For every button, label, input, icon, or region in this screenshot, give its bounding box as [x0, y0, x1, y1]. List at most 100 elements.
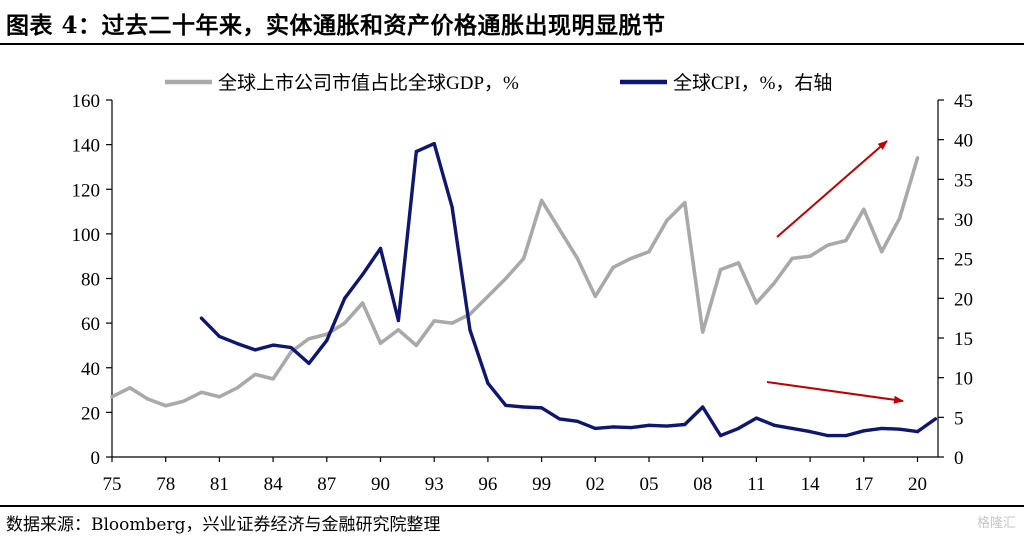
data-point-cpi	[611, 425, 615, 429]
y-left-tick-label: 100	[72, 225, 101, 246]
data-point-market-cap	[271, 377, 275, 381]
x-tick-label: 78	[156, 474, 175, 495]
y-right-tick-label: 45	[954, 91, 973, 112]
y-left-tick-label: 80	[81, 270, 100, 291]
data-point-market-cap	[522, 256, 526, 261]
y-left-tick-label: 120	[72, 180, 101, 201]
series-line-cpi	[199, 141, 938, 438]
data-point-cpi	[898, 427, 902, 431]
x-tick-label: 20	[908, 474, 927, 495]
x-tick-label: 14	[801, 474, 821, 495]
data-point-cpi	[361, 272, 365, 277]
data-point-cpi	[307, 361, 311, 365]
x-tick-label: 02	[586, 474, 605, 495]
data-point-market-cap	[396, 328, 400, 332]
data-point-market-cap	[110, 395, 114, 399]
data-point-market-cap	[164, 404, 168, 408]
x-tick-label: 11	[747, 474, 765, 495]
data-point-market-cap	[199, 390, 204, 394]
data-point-cpi	[253, 348, 257, 352]
x-tick-label: 08	[693, 474, 712, 495]
data-point-cpi	[701, 405, 705, 409]
data-point-cpi	[504, 403, 508, 408]
data-point-cpi	[880, 426, 884, 431]
data-point-market-cap	[898, 216, 902, 220]
data-point-cpi	[736, 426, 741, 431]
data-point-market-cap	[665, 218, 669, 223]
watermark-logo: 格隆汇	[976, 516, 1016, 531]
data-point-market-cap	[915, 156, 920, 160]
data-point-market-cap	[862, 207, 866, 211]
data-point-cpi	[414, 149, 418, 154]
x-tick-label: 17	[854, 474, 873, 495]
y-right-tick-label: 25	[954, 250, 973, 271]
y-right-tick-label: 10	[954, 369, 973, 390]
annotation-arrow-right	[766, 381, 904, 404]
data-point-market-cap	[343, 321, 347, 325]
data-point-market-cap	[790, 256, 794, 261]
data-point-market-cap	[217, 395, 221, 399]
x-tick-label: 81	[210, 474, 229, 495]
data-point-cpi	[557, 417, 562, 421]
data-point-market-cap	[486, 294, 490, 298]
x-tick-label: 99	[532, 474, 551, 495]
series-line-market-cap	[110, 156, 920, 408]
data-point-market-cap	[450, 321, 454, 325]
data-point-cpi	[575, 419, 580, 423]
data-point-market-cap	[880, 250, 884, 254]
y-right-tick-label: 20	[954, 289, 973, 310]
legend-label-market-cap: 全球上市公司市值占比全球GDP，%	[218, 72, 519, 94]
data-point-cpi	[468, 328, 472, 332]
data-point-cpi	[450, 205, 454, 209]
data-point-cpi	[378, 246, 383, 250]
data-point-market-cap	[378, 341, 383, 345]
data-point-cpi	[933, 417, 938, 421]
data-point-cpi	[772, 423, 776, 427]
data-point-cpi	[629, 426, 633, 430]
data-point-cpi	[217, 334, 221, 339]
data-point-cpi	[593, 426, 597, 431]
data-point-market-cap	[647, 250, 651, 254]
data-point-cpi	[862, 429, 866, 433]
data-point-market-cap	[754, 301, 759, 305]
legend: 全球上市公司市值占比全球GDP，% 全球CPI，%，右轴	[165, 72, 832, 94]
data-point-cpi	[540, 406, 544, 410]
data-point-cpi	[343, 296, 347, 300]
data-point-market-cap	[808, 254, 812, 258]
data-point-cpi	[235, 341, 239, 346]
x-tick-label: 96	[478, 474, 497, 495]
data-point-cpi	[486, 381, 490, 385]
data-point-cpi	[647, 423, 651, 427]
data-point-market-cap	[182, 399, 186, 403]
data-point-cpi	[719, 433, 723, 438]
data-point-market-cap	[146, 397, 150, 401]
annotation-arrow-up	[776, 140, 888, 238]
data-point-market-cap	[540, 198, 544, 203]
data-point-cpi	[683, 422, 687, 427]
y-right-tick-label: 35	[954, 170, 973, 191]
data-point-market-cap	[432, 319, 436, 323]
y-right-tick-label: 40	[954, 131, 973, 152]
y-left-tick-label: 20	[81, 403, 100, 424]
y-right-tick-label: 15	[954, 329, 973, 350]
data-point-cpi	[826, 433, 830, 438]
x-tick-label: 84	[264, 474, 284, 495]
data-point-market-cap	[253, 372, 257, 377]
y-right-tick-label: 30	[954, 210, 973, 231]
data-point-market-cap	[575, 256, 580, 261]
data-point-cpi	[396, 318, 400, 323]
y-right-tick-label: 0	[954, 448, 964, 469]
data-point-market-cap	[826, 243, 830, 247]
y-left-tick-label: 60	[81, 314, 100, 335]
bottom-rule	[0, 505, 1024, 507]
data-point-cpi	[271, 343, 275, 347]
data-point-cpi	[915, 430, 920, 434]
y-right-tick-label: 5	[954, 408, 964, 429]
data-point-market-cap	[128, 386, 132, 390]
legend-label-cpi: 全球CPI，%，右轴	[673, 72, 832, 94]
data-point-market-cap	[772, 281, 776, 285]
data-point-market-cap	[307, 337, 311, 341]
y-left-tick-label: 40	[81, 359, 100, 380]
x-tick-label: 87	[317, 474, 336, 495]
